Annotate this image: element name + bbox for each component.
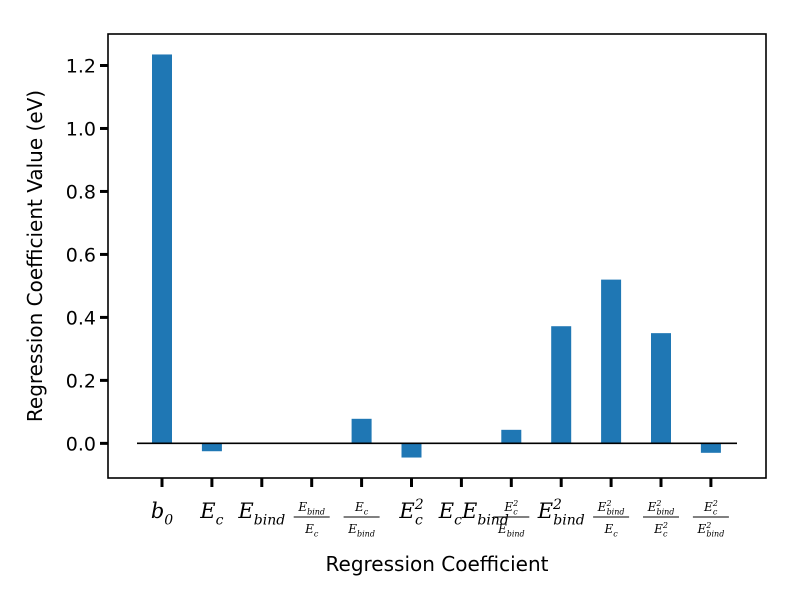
x-tick-label-6: Ec Ebind — [438, 499, 509, 528]
y-tick-label: 0.6 — [66, 244, 96, 266]
x-tick-label-term: Ebind — [347, 522, 375, 539]
x-tick-label-3: Ebind Ec — [293, 500, 330, 539]
x-tick-label-11: E2 c E2 bind — [692, 499, 729, 539]
x-tick-label-4: Ec Ebind — [343, 500, 380, 539]
x-axis-title: Regression Coefficient — [326, 552, 549, 576]
x-tick-label-10: E2 bind E2 c — [643, 499, 679, 539]
bar-1 — [201, 443, 222, 452]
y-axis-title: Regression Coefficient Value (eV) — [23, 90, 47, 422]
x-tick-label-term: Ec — [438, 499, 462, 528]
y-axis: 0.0 0.2 0.4 0.6 0.8 1.0 1.2 — [66, 55, 108, 455]
x-tick-label-term: Ec — [199, 499, 223, 528]
y-tick-label: 0.4 — [66, 307, 96, 329]
bar-5 — [401, 443, 422, 458]
x-tick-label-term: E2 bind — [537, 497, 585, 528]
bar-4 — [351, 418, 372, 444]
y-tick-label: 1.0 — [66, 118, 96, 140]
y-tick-label: 1.2 — [66, 55, 96, 77]
x-tick-label-0: b0 — [151, 499, 173, 528]
x-tick-label-term: b0 — [151, 499, 173, 528]
x-tick-label-term: E2 c — [503, 499, 518, 517]
x-tick-label-term: Ebind — [297, 500, 325, 517]
bar-8 — [551, 326, 572, 444]
plot-frame — [107, 33, 767, 479]
y-tick-label: 0.0 — [66, 433, 96, 455]
bars-layer — [152, 54, 721, 458]
bar-11 — [700, 443, 721, 453]
x-tick-label-term: Ebind — [237, 499, 285, 528]
x-tick-label-term: E2 bind — [696, 521, 724, 539]
bar-9 — [601, 279, 622, 444]
x-tick-label-1: Ec — [199, 499, 223, 528]
x-tick-label-term: Ec — [304, 522, 319, 539]
x-tick-label-term: Ec — [354, 500, 369, 517]
bar-0 — [152, 54, 172, 444]
bar-10 — [651, 333, 671, 444]
x-tick-label-9: E2 bind Ec — [593, 499, 630, 539]
x-tick-label-term: E2 c — [398, 497, 423, 528]
x-tick-label-term: E2 bind — [647, 499, 675, 517]
x-tick-label-2: Ebind — [237, 499, 285, 528]
x-tick-label-term: E2 c — [653, 521, 668, 539]
x-tick-label-term: E2 c — [703, 499, 718, 517]
x-tick-label-8: E2 bind — [537, 497, 585, 528]
x-tick-label-7: E2 c Ebind — [493, 499, 530, 539]
y-tick-label: 0.2 — [66, 370, 96, 392]
x-tick-label-term: Ec — [603, 522, 618, 539]
x-tick-label-term: E2 bind — [597, 499, 625, 517]
bar-7 — [501, 429, 522, 444]
x-tick-label-5: E2 c — [398, 497, 423, 528]
x-tick-label-term: Ebind — [461, 499, 509, 528]
y-tick-label: 0.8 — [66, 181, 96, 203]
x-tick-label-term: Ebind — [497, 522, 525, 539]
